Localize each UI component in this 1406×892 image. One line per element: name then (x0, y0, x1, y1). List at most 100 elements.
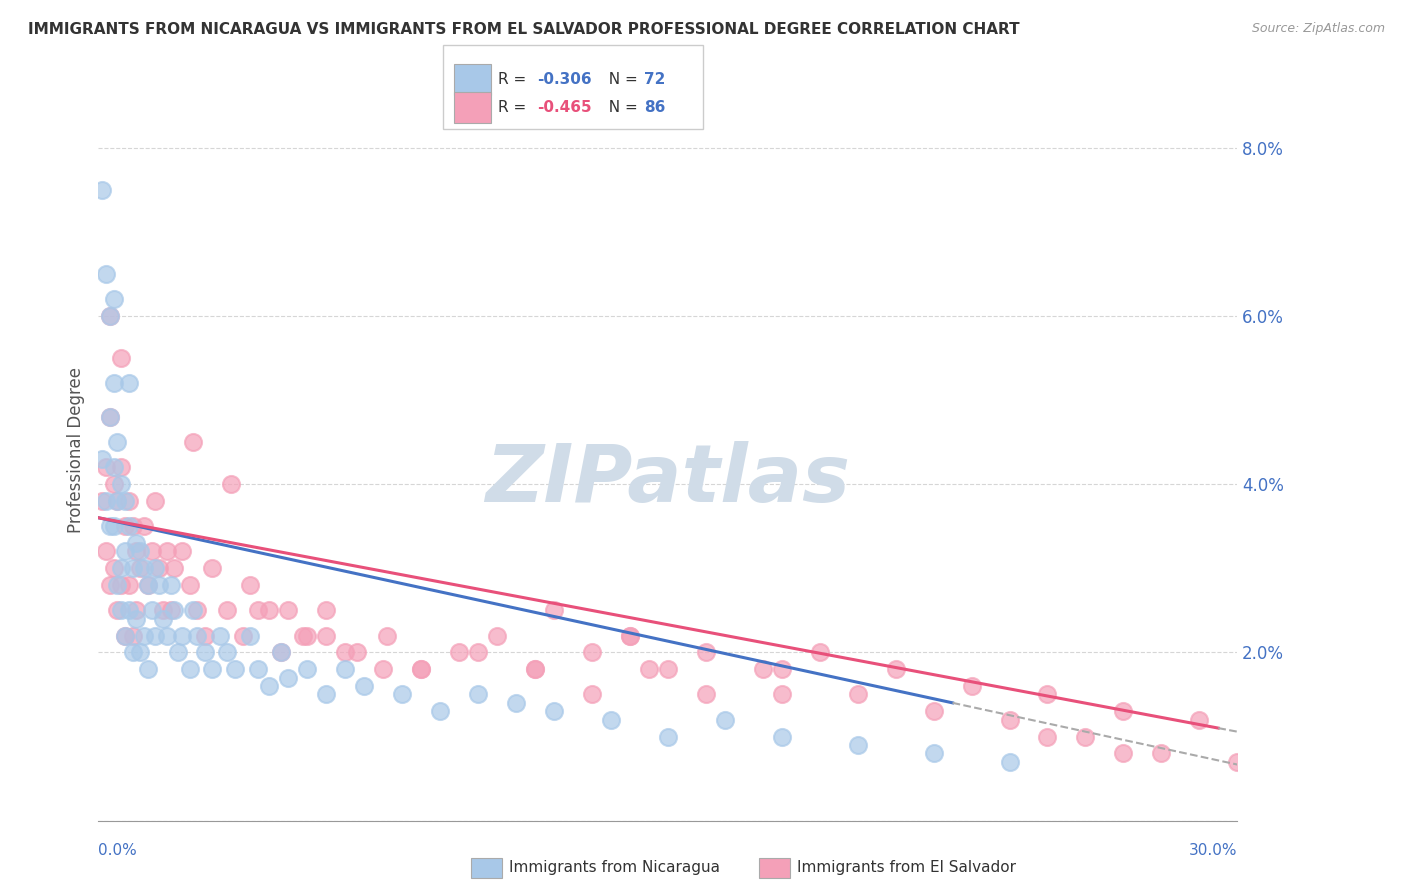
Text: N =: N = (599, 101, 643, 115)
Point (98, 309, 121, 323)
Point (335, 662, 357, 676)
Point (136, 578, 159, 592)
Point (315, 628, 337, 642)
Point (114, 519, 136, 533)
Point (129, 645, 152, 659)
Point (163, 603, 186, 617)
Point (217, 645, 239, 659)
Point (118, 376, 141, 391)
Point (259, 679, 281, 693)
Point (163, 561, 186, 575)
Point (335, 645, 357, 659)
Point (524, 662, 547, 676)
Point (103, 460, 125, 475)
Point (91, 494, 114, 508)
Point (1112, 747, 1135, 761)
Text: -0.306: -0.306 (537, 72, 592, 87)
Point (1036, 688, 1059, 702)
Point (315, 688, 337, 702)
Point (114, 494, 136, 508)
Point (543, 603, 565, 617)
Text: Source: ZipAtlas.com: Source: ZipAtlas.com (1251, 22, 1385, 36)
Point (170, 544, 193, 558)
Text: -0.465: -0.465 (537, 101, 592, 115)
Point (186, 603, 208, 617)
Point (619, 628, 641, 642)
Point (107, 578, 129, 592)
Point (179, 578, 201, 592)
Point (103, 519, 125, 533)
Point (125, 612, 148, 626)
Point (125, 544, 148, 558)
Point (118, 494, 141, 508)
Point (638, 662, 661, 676)
Point (156, 544, 179, 558)
Point (297, 662, 319, 676)
Text: IMMIGRANTS FROM NICARAGUA VS IMMIGRANTS FROM EL SALVADOR PROFESSIONAL DEGREE COR: IMMIGRANTS FROM NICARAGUA VS IMMIGRANTS … (28, 22, 1019, 37)
Point (259, 603, 281, 617)
Point (657, 730, 679, 744)
Point (524, 662, 547, 676)
Point (132, 519, 155, 533)
Point (960, 679, 983, 693)
Point (132, 561, 155, 575)
Point (156, 628, 179, 642)
Point (98, 309, 121, 323)
Point (217, 603, 239, 617)
Point (103, 477, 125, 491)
Point (121, 519, 143, 533)
Point (103, 561, 125, 575)
Point (107, 494, 129, 508)
Point (145, 561, 167, 575)
Point (232, 628, 254, 642)
Point (543, 704, 565, 718)
Point (98, 578, 121, 592)
Point (922, 747, 945, 761)
Point (170, 628, 193, 642)
Text: 72: 72 (644, 72, 665, 87)
Point (695, 688, 717, 702)
Point (221, 477, 243, 491)
Point (277, 671, 299, 685)
Point (619, 628, 641, 642)
Point (94, 544, 117, 558)
Text: 30.0%: 30.0% (1189, 843, 1237, 858)
Point (118, 578, 141, 592)
Text: Immigrants from El Salvador: Immigrants from El Salvador (797, 860, 1017, 874)
Point (179, 662, 201, 676)
Point (581, 645, 603, 659)
Point (770, 688, 793, 702)
Point (98, 409, 121, 424)
Point (136, 578, 159, 592)
Point (183, 603, 205, 617)
Point (201, 561, 224, 575)
Point (246, 662, 269, 676)
Point (239, 628, 262, 642)
Point (94, 267, 117, 281)
Point (846, 738, 869, 752)
Point (391, 688, 413, 702)
Point (152, 612, 174, 626)
Point (411, 662, 433, 676)
Point (114, 544, 136, 558)
Point (121, 645, 143, 659)
Point (98, 519, 121, 533)
Point (194, 645, 217, 659)
Point (194, 628, 217, 642)
Point (118, 519, 141, 533)
Point (114, 628, 136, 642)
Point (270, 645, 292, 659)
Point (110, 460, 132, 475)
Point (91, 183, 114, 197)
Point (136, 662, 159, 676)
Text: 0.0%: 0.0% (98, 843, 138, 858)
Point (129, 544, 152, 558)
Point (1112, 704, 1135, 718)
Point (103, 376, 125, 391)
Point (94, 460, 117, 475)
Point (353, 679, 375, 693)
Point (110, 603, 132, 617)
Point (148, 561, 170, 575)
Point (152, 603, 174, 617)
Point (486, 628, 509, 642)
